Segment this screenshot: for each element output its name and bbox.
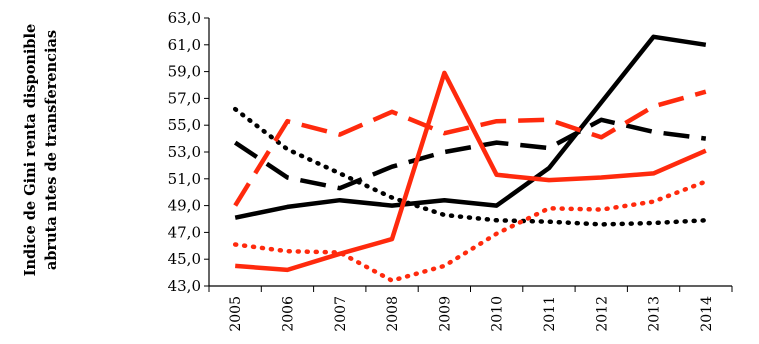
x-tick-label: 2008 xyxy=(385,296,401,332)
x-tick-label: 2005 xyxy=(228,296,244,332)
series-line-6 xyxy=(232,179,709,283)
y-ticks: 43,0 45,0 47,0 49,0 51,0 53,0 55,0 57,0 59,0 61,0… xyxy=(168,9,209,295)
y-tick-label: 45,0 xyxy=(168,250,201,268)
y-tick-label: 59,0 xyxy=(168,63,201,81)
series-line-5 xyxy=(233,89,707,207)
y-tick-label: 57,0 xyxy=(168,89,201,107)
x-tick-label: 2011 xyxy=(542,296,558,332)
x-tick-label: 2007 xyxy=(333,296,349,332)
y-tick-label: 51,0 xyxy=(168,170,201,188)
y-tick-label: 49,0 xyxy=(168,197,201,215)
x-tick-label: 2006 xyxy=(280,296,296,332)
series-line-2 xyxy=(233,117,707,191)
axes xyxy=(208,18,732,287)
x-tick-label: 2014 xyxy=(699,296,715,332)
y-tick-label: 63,0 xyxy=(168,9,201,27)
x-tick-label: 2012 xyxy=(594,296,610,332)
x-ticks: 2005 2006 2007 2008 2009 2010 2011 2012 2013 2014 xyxy=(208,286,733,332)
y-tick-label: 43,0 xyxy=(168,277,201,295)
y-tick-label: 53,0 xyxy=(168,143,201,161)
x-tick-label: 2009 xyxy=(437,296,453,332)
y-tick-label: 47,0 xyxy=(168,223,201,241)
y-tick-label: 61,0 xyxy=(168,36,201,54)
y-axis-label-line-2: abruta ntes de transferencias xyxy=(43,30,60,270)
x-tick-label: 2013 xyxy=(647,296,663,332)
series-group xyxy=(232,34,709,283)
x-tick-label: 2010 xyxy=(490,296,506,332)
series-line-3 xyxy=(232,106,709,227)
series-line-4 xyxy=(235,70,707,273)
y-tick-label: 55,0 xyxy=(168,116,201,134)
y-axis-label-line-1: Indice de Gini renta disponible xyxy=(22,24,39,277)
series-line-1 xyxy=(234,34,707,220)
